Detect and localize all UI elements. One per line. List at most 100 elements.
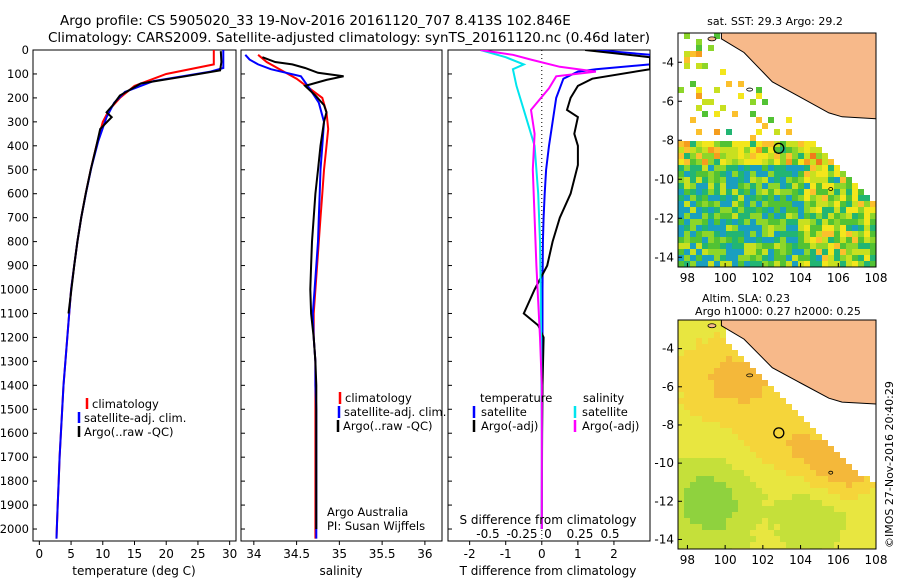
sla_map-cell [678,392,684,398]
sla_map-cell [750,494,756,500]
sla_map-cell [786,458,792,464]
sst_map-cell [786,261,792,267]
sla_map-cell [708,416,714,422]
sla_map-cell [810,518,816,524]
sla_map-cell [726,470,732,476]
sla_map-cell [690,524,696,530]
sla_map-cell [744,386,750,392]
sla_map-cell [840,530,846,536]
sla_map-cell [684,320,690,326]
sla_map-cell [852,488,858,494]
sla_map-cell [840,464,846,470]
sst_map-cell [828,231,834,237]
sst_map-cell [798,177,804,183]
sla_map-cell [768,410,774,416]
sst_map-cell [768,153,774,159]
sla_map-cell [822,506,828,512]
sla_map-cell [690,416,696,422]
sla_map-cell [690,392,696,398]
sla_map-cell [708,392,714,398]
sst_map-cell [804,141,810,147]
sst_map-cell [750,135,756,141]
sst_map-cell [816,201,822,207]
sst_map-cell [726,81,732,87]
sst_map-cell [870,261,876,267]
sla_map-cell [852,518,858,524]
sst_map-cell [786,171,792,177]
sla_map-cell [720,500,726,506]
sla_map-cell [840,536,846,542]
sla_map-cell [828,446,834,452]
sst_map-cell [702,141,708,147]
sst_map-cell [828,255,834,261]
sst_map-cell [792,213,798,219]
temp-xlabel: temperature (deg C) [72,564,195,578]
sst_map-cell [720,177,726,183]
sla_map-cell [846,512,852,518]
sst_map-cell [804,207,810,213]
sst_map-cell [678,255,684,261]
sst_map-cell [780,213,786,219]
sla_map-cell [786,542,792,548]
sla_map-cell [810,428,816,434]
sla_map-cell [738,512,744,518]
sla_map-cell [678,368,684,374]
sla_map-cell [726,398,732,404]
sla_map-cell [810,440,816,446]
sla_map-cell [804,512,810,518]
sla_map-cell [690,542,696,548]
sla_map-cell [714,542,720,548]
sla_map-cell [696,500,702,506]
sla_map-cell [834,482,840,488]
sst_map-cell [834,195,840,201]
sla_map-cell [822,452,828,458]
sst_map-cell [744,171,750,177]
sla_map-cell [798,452,804,458]
sst_map-cell [864,219,870,225]
sla_map-cell [726,392,732,398]
sla_map-cell [756,500,762,506]
sla_map-cell [732,500,738,506]
sla_map-cell [792,482,798,488]
temperature-xtick-label: 5 [67,547,75,561]
sla_map-cell [774,410,780,416]
sla_map-cell [792,416,798,422]
sla_map-cell [774,458,780,464]
sla_map-cell [768,392,774,398]
sst_map-ytick-label: -14 [654,250,674,264]
sla_map-cell [798,524,804,530]
sla_map-cell [750,446,756,452]
sst_map-cell [714,33,720,39]
sla_map-cell [846,506,852,512]
sla_map-cell [786,440,792,446]
sla_map-cell [846,518,852,524]
sla_map-cell [714,512,720,518]
sst_map-cell [816,261,822,267]
sst_map-cell [750,147,756,153]
sla_map-cell [726,416,732,422]
depth-tick-label: 1700 [0,450,29,464]
sla_map-cell [702,386,708,392]
sla_map-cell [762,404,768,410]
sla_map-cell [678,350,684,356]
sst_map-cell [744,243,750,249]
sla_map-cell [774,464,780,470]
sst_map-field [678,33,876,267]
sla_map-cell [792,470,798,476]
sst_map-cell [696,237,702,243]
sla_map-cell [864,512,870,518]
sst_map-cell [774,159,780,165]
sst_map-cell [804,189,810,195]
sst_map-cell [858,195,864,201]
diff-legend-sal-argo: Argo(-adj) [582,419,639,433]
depth-tick-label: 1000 [0,283,29,297]
sla_map-cell [828,512,834,518]
sst_map-cell [834,177,840,183]
sla_map-cell [696,350,702,356]
sla_map-cell [822,470,828,476]
sla_map-cell [696,542,702,548]
sst_map-cell [762,237,768,243]
sla_map-cell [714,536,720,542]
sla_map-cell [858,476,864,482]
sla_map-cell [690,380,696,386]
